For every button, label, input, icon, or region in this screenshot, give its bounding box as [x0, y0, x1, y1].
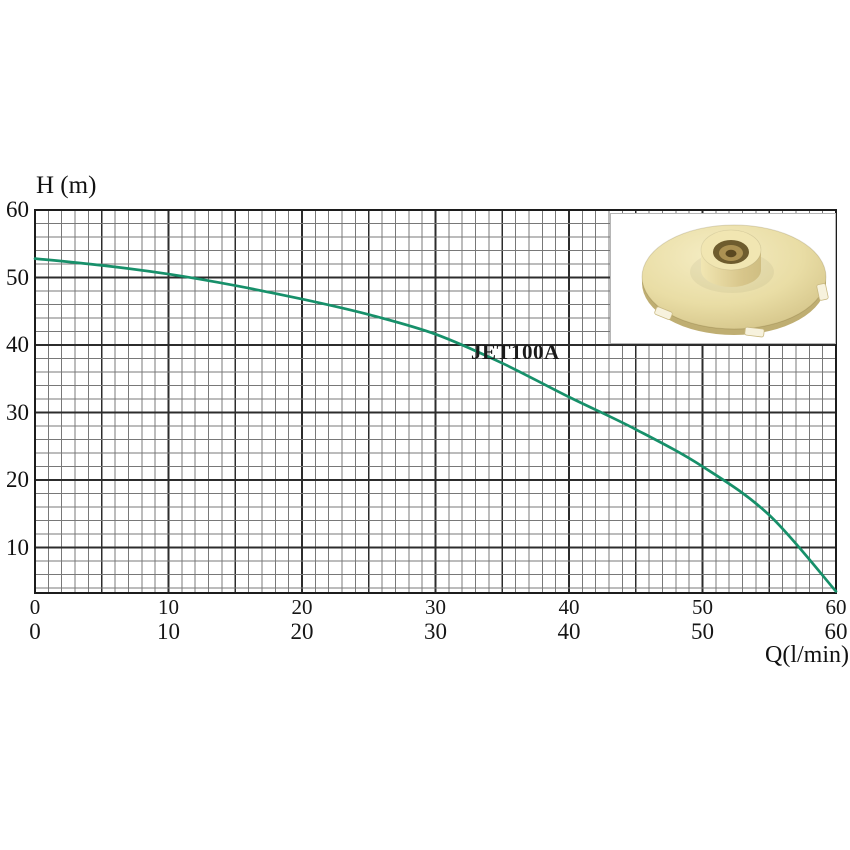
x-tick-label: 30 — [424, 619, 447, 644]
impeller-notch — [816, 283, 829, 301]
impeller-photo-inset — [610, 213, 836, 344]
curve-label: JET100A — [471, 340, 560, 364]
y-tick-label: 60 — [6, 197, 29, 222]
x-tick-label: 60 — [825, 595, 847, 619]
y-tick-label: 30 — [6, 399, 29, 425]
impeller-brass-center — [725, 249, 737, 258]
y-tick-label: 50 — [6, 264, 29, 290]
impeller-disc-edge — [641, 224, 827, 330]
x-tick-label: 0 — [29, 595, 41, 619]
y-tick-label: 10 — [6, 534, 29, 560]
x-tick-label: 40 — [557, 619, 581, 644]
x-tick-label: 0 — [29, 619, 41, 644]
y-tick-label: 40 — [6, 332, 29, 357]
impeller-notch — [744, 326, 765, 338]
x-tick-label: 50 — [692, 595, 713, 619]
x-tick-label: 20 — [291, 595, 313, 619]
x-tick-label: 10 — [157, 619, 180, 644]
plot-border — [33, 208, 838, 595]
y-axis-title: H (m) — [36, 172, 97, 199]
x-tick-label: 60 — [824, 619, 848, 644]
pump-curve — [33, 257, 838, 593]
x-tick-label: 40 — [558, 595, 580, 619]
impeller-icon — [641, 224, 829, 338]
impeller-notch — [654, 306, 673, 320]
x-axis-title: Q(l/min) — [765, 642, 849, 668]
y-tick-label: 20 — [6, 467, 29, 492]
x-tick-label: 50 — [691, 619, 714, 644]
x-tick-label: 20 — [290, 619, 314, 644]
x-tick-label: 10 — [158, 595, 179, 619]
x-tick-label: 30 — [425, 595, 446, 619]
